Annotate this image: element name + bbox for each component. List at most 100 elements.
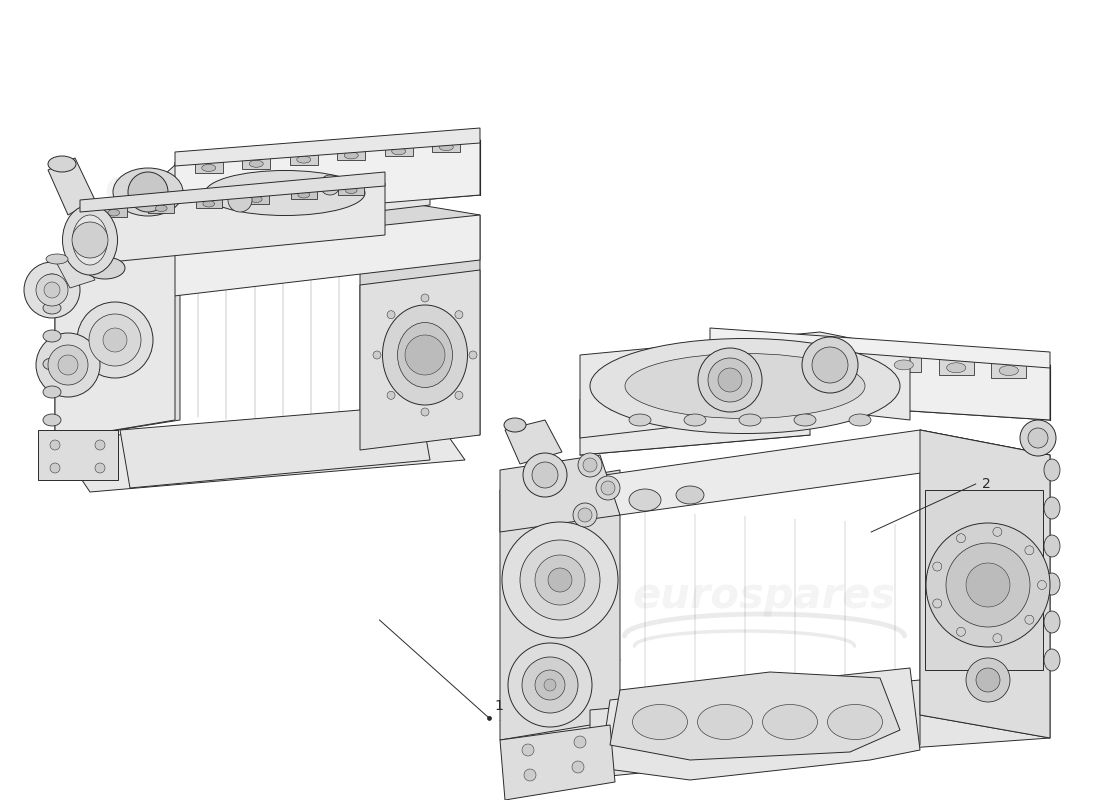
- Ellipse shape: [1044, 497, 1060, 519]
- Polygon shape: [360, 270, 480, 450]
- Polygon shape: [290, 186, 317, 199]
- Ellipse shape: [48, 156, 76, 172]
- Ellipse shape: [714, 393, 728, 400]
- Ellipse shape: [345, 187, 358, 194]
- Ellipse shape: [73, 215, 108, 265]
- Ellipse shape: [344, 152, 359, 159]
- Ellipse shape: [155, 205, 167, 211]
- Ellipse shape: [842, 357, 861, 367]
- Circle shape: [1028, 428, 1048, 448]
- Ellipse shape: [625, 354, 865, 418]
- Ellipse shape: [397, 322, 452, 387]
- Ellipse shape: [794, 414, 816, 426]
- Ellipse shape: [504, 418, 526, 432]
- Circle shape: [993, 634, 1002, 642]
- Circle shape: [926, 523, 1050, 647]
- Polygon shape: [175, 128, 480, 166]
- Circle shape: [520, 540, 600, 620]
- Circle shape: [421, 294, 429, 302]
- Ellipse shape: [789, 354, 808, 364]
- Bar: [39, 430, 118, 480]
- Polygon shape: [242, 154, 271, 169]
- Circle shape: [405, 335, 446, 375]
- Ellipse shape: [43, 386, 60, 398]
- Circle shape: [578, 508, 592, 522]
- Text: eurospares: eurospares: [632, 575, 896, 617]
- Ellipse shape: [43, 358, 60, 370]
- Polygon shape: [55, 242, 175, 440]
- Circle shape: [89, 314, 141, 366]
- Ellipse shape: [697, 705, 752, 739]
- Polygon shape: [834, 351, 869, 369]
- Polygon shape: [887, 354, 922, 372]
- Ellipse shape: [250, 160, 263, 167]
- Circle shape: [946, 543, 1030, 627]
- Circle shape: [957, 534, 966, 542]
- Circle shape: [36, 274, 68, 306]
- Polygon shape: [55, 215, 480, 310]
- Ellipse shape: [205, 170, 365, 215]
- Ellipse shape: [762, 705, 817, 739]
- Circle shape: [455, 310, 463, 318]
- Ellipse shape: [43, 330, 60, 342]
- Circle shape: [48, 345, 88, 385]
- Polygon shape: [432, 138, 460, 152]
- Polygon shape: [101, 204, 127, 218]
- Ellipse shape: [999, 366, 1019, 375]
- Circle shape: [228, 188, 252, 212]
- Polygon shape: [385, 142, 412, 156]
- Circle shape: [373, 351, 381, 359]
- Ellipse shape: [676, 486, 704, 504]
- Ellipse shape: [392, 148, 406, 154]
- Polygon shape: [148, 200, 174, 213]
- Circle shape: [933, 562, 942, 571]
- Ellipse shape: [894, 360, 913, 370]
- Circle shape: [601, 481, 615, 495]
- Ellipse shape: [108, 210, 120, 216]
- Circle shape: [128, 172, 168, 212]
- Ellipse shape: [63, 205, 118, 275]
- Ellipse shape: [201, 165, 216, 171]
- Polygon shape: [48, 158, 95, 215]
- Circle shape: [58, 355, 78, 375]
- Polygon shape: [175, 140, 480, 220]
- Circle shape: [578, 453, 602, 477]
- Polygon shape: [710, 328, 1050, 368]
- Circle shape: [103, 328, 127, 352]
- Polygon shape: [920, 430, 1050, 738]
- Ellipse shape: [739, 414, 761, 426]
- Circle shape: [95, 440, 104, 450]
- Ellipse shape: [439, 143, 453, 150]
- Ellipse shape: [632, 705, 688, 739]
- Polygon shape: [243, 190, 270, 204]
- Circle shape: [421, 408, 429, 416]
- Ellipse shape: [590, 338, 900, 434]
- Circle shape: [50, 463, 60, 473]
- Circle shape: [522, 657, 578, 713]
- Ellipse shape: [827, 705, 882, 739]
- Circle shape: [44, 282, 60, 298]
- Circle shape: [387, 391, 395, 399]
- Ellipse shape: [46, 254, 68, 264]
- Ellipse shape: [629, 489, 661, 511]
- Polygon shape: [706, 386, 736, 402]
- Ellipse shape: [43, 414, 60, 426]
- Circle shape: [572, 761, 584, 773]
- Ellipse shape: [85, 257, 125, 279]
- Polygon shape: [339, 182, 364, 194]
- Polygon shape: [80, 183, 385, 265]
- Circle shape: [387, 310, 395, 318]
- Circle shape: [976, 668, 1000, 692]
- Polygon shape: [938, 357, 974, 374]
- Polygon shape: [120, 145, 430, 235]
- Polygon shape: [728, 346, 763, 363]
- Circle shape: [532, 462, 558, 488]
- Text: eurospares: eurospares: [104, 167, 368, 209]
- Polygon shape: [602, 398, 631, 413]
- Ellipse shape: [1044, 573, 1060, 595]
- Bar: [925, 490, 1043, 670]
- Circle shape: [535, 670, 565, 700]
- Ellipse shape: [297, 156, 310, 163]
- Polygon shape: [653, 392, 684, 407]
- Polygon shape: [196, 195, 222, 208]
